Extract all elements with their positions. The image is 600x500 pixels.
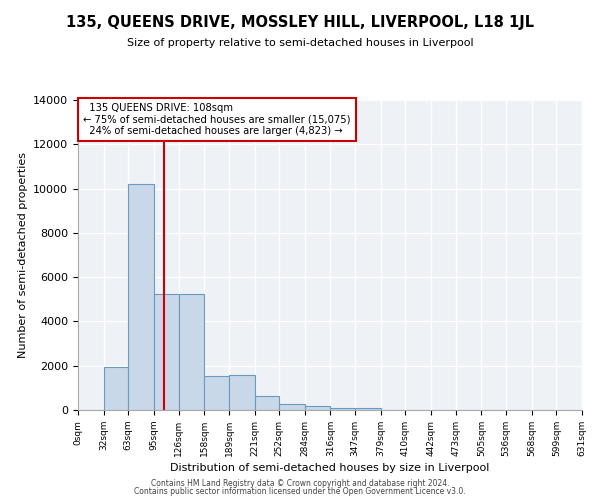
Bar xyxy=(305,406,331,410)
Bar xyxy=(104,367,128,410)
Bar xyxy=(355,408,381,410)
Bar xyxy=(331,408,355,410)
Text: 135 QUEENS DRIVE: 108sqm
← 75% of semi-detached houses are smaller (15,075)
  24: 135 QUEENS DRIVE: 108sqm ← 75% of semi-d… xyxy=(83,103,350,136)
Text: Contains public sector information licensed under the Open Government Licence v3: Contains public sector information licen… xyxy=(134,487,466,496)
Bar xyxy=(229,375,254,410)
Text: Size of property relative to semi-detached houses in Liverpool: Size of property relative to semi-detach… xyxy=(127,38,473,48)
Bar xyxy=(128,184,154,410)
Bar xyxy=(254,396,279,410)
Bar xyxy=(204,376,229,410)
Bar xyxy=(179,294,204,410)
Bar xyxy=(154,294,179,410)
Y-axis label: Number of semi-detached properties: Number of semi-detached properties xyxy=(17,152,28,358)
X-axis label: Distribution of semi-detached houses by size in Liverpool: Distribution of semi-detached houses by … xyxy=(170,463,490,473)
Text: 135, QUEENS DRIVE, MOSSLEY HILL, LIVERPOOL, L18 1JL: 135, QUEENS DRIVE, MOSSLEY HILL, LIVERPO… xyxy=(66,15,534,30)
Text: Contains HM Land Registry data © Crown copyright and database right 2024.: Contains HM Land Registry data © Crown c… xyxy=(151,478,449,488)
Bar xyxy=(279,404,305,410)
